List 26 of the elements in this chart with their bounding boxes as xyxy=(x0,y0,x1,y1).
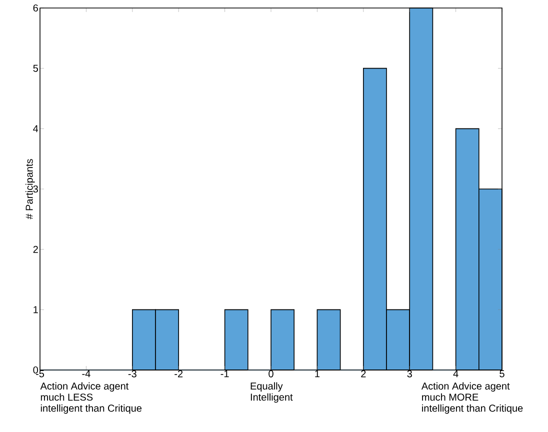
y-tick-label: 2 xyxy=(33,246,38,253)
x-tick-label: 5 xyxy=(500,370,504,378)
x-tick-label: -5 xyxy=(36,370,44,378)
x-tick-label: -2 xyxy=(174,370,183,378)
y-tick-label: 4 xyxy=(33,125,38,132)
text: intelligent than Critique xyxy=(422,404,523,414)
y-tick-label: 3 xyxy=(33,185,38,193)
x-tick-label: 1 xyxy=(315,370,320,378)
y-axis-title: # Participants xyxy=(25,159,35,220)
y-tick-label: 1 xyxy=(34,306,38,314)
y-tick-label: 6 xyxy=(33,4,38,12)
text: intelligent than Critique xyxy=(40,404,142,414)
text: much MORE xyxy=(422,393,478,401)
x-tick-label: -4 xyxy=(82,370,90,378)
y-tick-label: 5 xyxy=(33,64,38,72)
text: Intelligent xyxy=(250,393,293,403)
x-tick-label: 0 xyxy=(268,370,274,378)
text: Action Advice agent xyxy=(40,382,129,392)
text: Equally xyxy=(250,382,283,392)
x-tick-label: 2 xyxy=(361,370,366,378)
text: Action Advice agent xyxy=(421,382,510,392)
x-tick-label: 3 xyxy=(407,370,412,378)
x-tick-label: 4 xyxy=(453,370,458,378)
x-tick-label: -3 xyxy=(128,370,136,378)
x-tick-label: -1 xyxy=(220,370,229,378)
text: much LESS xyxy=(40,393,93,401)
